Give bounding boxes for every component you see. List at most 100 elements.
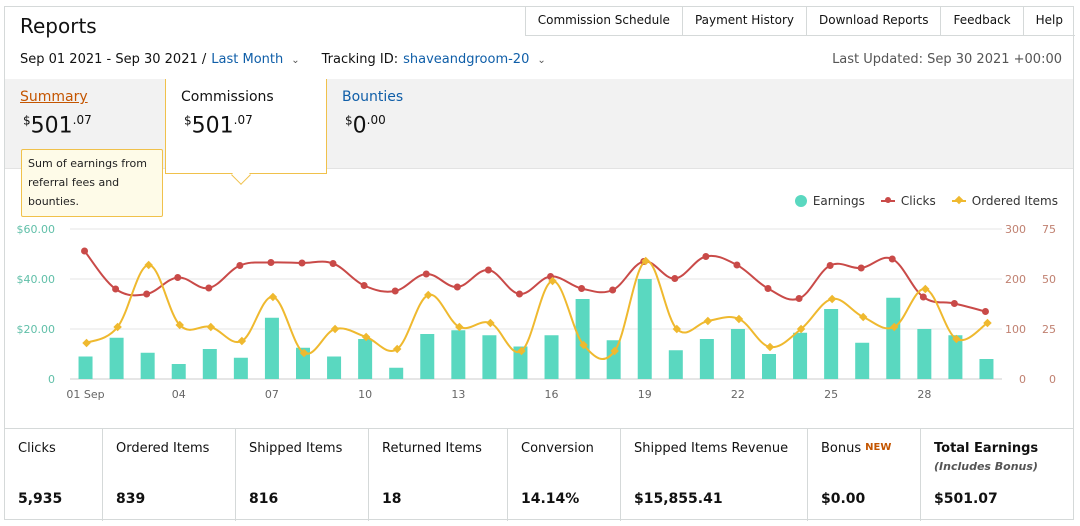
tab-bounties[interactable]: Bounties $0.00 <box>327 79 487 169</box>
earnings-bar <box>482 335 497 379</box>
clicks-point <box>702 253 710 260</box>
earnings-bar <box>886 297 901 379</box>
stat-label: Shipped Items <box>249 441 343 456</box>
stat-label: Returned Items <box>382 441 482 456</box>
earnings-bar <box>979 359 994 379</box>
clicks-point <box>950 300 958 307</box>
clicks-point <box>391 287 399 295</box>
help-link[interactable]: Help <box>1035 13 1063 27</box>
ordered-items-point <box>330 324 340 334</box>
new-badge: NEW <box>865 442 892 453</box>
download-reports-link[interactable]: Download Reports <box>807 6 942 35</box>
clicks-point <box>453 283 461 291</box>
ordered-items-point <box>455 322 464 332</box>
y-ordered-tick-label: 25 <box>1042 323 1056 336</box>
earnings-bar <box>855 342 870 379</box>
amount-whole: 501 <box>191 113 234 139</box>
stat-clicks: Clicks 5,935 <box>5 429 103 521</box>
earnings-bar <box>78 356 93 379</box>
y-clicks-tick-label: 100 <box>1005 323 1026 336</box>
clicks-line <box>83 250 986 313</box>
tracking-id-label: Tracking ID: <box>321 52 399 67</box>
x-tick-label: 22 <box>731 388 745 401</box>
ordered-items-point <box>890 322 899 332</box>
stats-bar: Clicks 5,935 Ordered Items 839 Shipped I… <box>5 428 1073 521</box>
y-ordered-tick-label: 75 <box>1042 223 1056 236</box>
ordered-items-point <box>827 294 837 304</box>
y-clicks-tick-label: 200 <box>1005 273 1026 286</box>
clicks-point <box>733 261 741 269</box>
earnings-bar <box>327 356 342 379</box>
x-tick-label: 13 <box>451 388 465 401</box>
legend-ordered-items[interactable]: Ordered Items <box>951 194 1058 208</box>
ordered-items-point <box>82 338 91 348</box>
ordered-items-point <box>299 348 309 358</box>
ordered-items-point <box>548 276 557 286</box>
clicks-point <box>267 259 275 266</box>
tab-summary[interactable]: Summary $501.07 <box>5 79 165 169</box>
chevron-down-icon: ⌄ <box>537 55 546 66</box>
commission-schedule-link[interactable]: Commission Schedule <box>526 6 683 35</box>
tab-commissions[interactable]: Commissions $501.07 <box>165 79 327 174</box>
earnings-bar <box>358 339 373 379</box>
clicks-point <box>981 308 989 315</box>
ordered-items-point <box>113 322 122 332</box>
x-tick-label: 25 <box>824 388 838 401</box>
x-tick-label: 07 <box>265 388 279 401</box>
clicks-point <box>671 275 679 282</box>
clicks-point <box>360 282 368 289</box>
clicks-point <box>81 247 89 255</box>
bounties-amount: $0.00 <box>345 113 386 138</box>
clicks-point <box>174 274 182 281</box>
x-tick-label: 10 <box>358 388 372 401</box>
y-left-tick-label: $60.00 <box>17 223 56 236</box>
ordered-items-point <box>579 340 588 350</box>
stat-total-earnings: Total Earnings (Includes Bonus) $501.07 <box>921 429 1073 521</box>
ordered-items-point <box>424 290 433 300</box>
stat-value: 816 <box>249 491 279 507</box>
payment-history-link[interactable]: Payment History <box>683 6 807 35</box>
x-tick-label: 19 <box>638 388 652 401</box>
stat-sub-label: (Includes Bonus) <box>934 460 1038 473</box>
clicks-point <box>205 284 213 292</box>
stat-bonus: Bonus NEW $0.00 <box>808 429 921 521</box>
ordered-items-point <box>237 336 247 346</box>
clicks-point <box>515 290 523 298</box>
commissions-amount: $501.07 <box>184 113 253 138</box>
feedback-link[interactable]: Feedback <box>941 6 1024 35</box>
currency-symbol: $ <box>184 113 192 128</box>
clicks-point <box>826 262 834 269</box>
ordered-items-point <box>641 256 650 266</box>
clicks-swatch <box>880 197 895 203</box>
ordered-swatch <box>951 195 966 205</box>
stat-label: Ordered Items <box>116 441 210 456</box>
stat-value: $15,855.41 <box>634 491 723 507</box>
legend-earnings-label: Earnings <box>812 194 865 208</box>
ordered-items-point <box>765 342 775 352</box>
date-preset-label: Last Month <box>211 52 284 67</box>
date-range-text: Sep 01 2021 - Sep 30 2021 / <box>20 52 207 67</box>
clicks-point <box>795 295 803 302</box>
legend-earnings[interactable]: Earnings <box>794 194 865 208</box>
y-left-tick-label: $40.00 <box>17 273 56 286</box>
stat-label: Clicks <box>18 441 56 456</box>
stat-conversion: Conversion 14.14% <box>508 429 621 521</box>
stat-ordered-items: Ordered Items 839 <box>103 429 236 521</box>
tracking-id-dropdown[interactable]: shaveandgroom-20 ⌄ <box>403 52 546 67</box>
stat-value: $0.00 <box>821 491 866 507</box>
earnings-bar <box>544 335 559 379</box>
chart-legend: Earnings Clicks Ordered Items <box>794 194 1058 208</box>
stat-value: 839 <box>116 491 146 507</box>
earnings-bar <box>637 279 652 379</box>
stat-returned-items: Returned Items 18 <box>369 429 508 521</box>
summary-amount: $501.07 <box>23 113 92 138</box>
date-preset-dropdown[interactable]: Last Month ⌄ <box>211 52 299 67</box>
legend-ordered-label: Ordered Items <box>971 194 1058 208</box>
chevron-down-icon: ⌄ <box>291 55 300 66</box>
clicks-point <box>609 286 617 294</box>
ordered-items-point <box>610 346 619 356</box>
ordered-items-point <box>268 292 278 302</box>
earnings-bar <box>171 364 186 379</box>
ordered-items-point <box>703 316 713 326</box>
legend-clicks[interactable]: Clicks <box>880 194 936 208</box>
